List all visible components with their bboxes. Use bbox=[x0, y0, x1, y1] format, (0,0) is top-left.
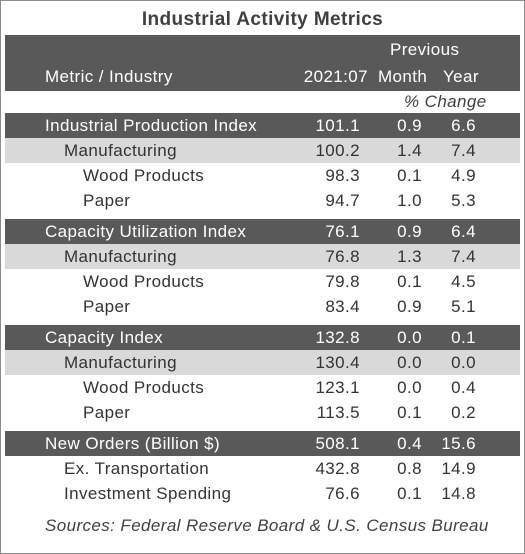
row-value: 100.2 bbox=[315, 141, 360, 160]
header-year: Year bbox=[443, 67, 479, 86]
source: Sources: Federal Reserve Board & U.S. Ce… bbox=[45, 516, 489, 535]
row-label: Paper bbox=[83, 297, 131, 316]
table-row: Wood Products 98.3 0.1 4.9 bbox=[5, 163, 520, 188]
row-value: 79.8 bbox=[325, 272, 360, 291]
row-value: 14.9 bbox=[441, 459, 476, 478]
change-label: % Change bbox=[404, 92, 487, 111]
row-value: 0.1 bbox=[397, 166, 422, 185]
row-value: 0.0 bbox=[397, 328, 422, 347]
table-row: Ex. Transportation 432.8 0.8 14.9 bbox=[5, 456, 520, 481]
table-row: Manufacturing 100.2 1.4 7.4 bbox=[5, 138, 520, 163]
row-value: 4.5 bbox=[451, 272, 476, 291]
table-row: Industrial Production Index 101.1 0.9 6.6 bbox=[5, 113, 520, 138]
row-label: Wood Products bbox=[83, 378, 205, 397]
row-value: 0.0 bbox=[397, 353, 422, 372]
table-row: Paper 83.4 0.9 5.1 bbox=[5, 294, 520, 319]
row-value: 6.6 bbox=[451, 116, 476, 135]
row-value: 0.9 bbox=[397, 222, 422, 241]
row-value: 0.1 bbox=[397, 403, 422, 422]
row-label: Wood Products bbox=[83, 272, 205, 291]
row-value: 76.1 bbox=[325, 222, 360, 241]
row-label: Paper bbox=[83, 191, 131, 210]
row-value: 76.6 bbox=[325, 484, 360, 503]
header-label: Metric / Industry bbox=[45, 67, 173, 86]
table-row: Capacity Index 132.8 0.0 0.1 bbox=[5, 325, 520, 350]
row-value: 94.7 bbox=[325, 191, 360, 210]
row-label: Manufacturing bbox=[64, 353, 177, 372]
row-label: Paper bbox=[83, 403, 131, 422]
row-value: 4.9 bbox=[451, 166, 476, 185]
row-value: 5.3 bbox=[451, 191, 476, 210]
row-value: 0.1 bbox=[451, 328, 476, 347]
row-value: 76.8 bbox=[325, 247, 360, 266]
table-row: Capacity Utilization Index 76.1 0.9 6.4 bbox=[5, 219, 520, 244]
row-label: Ex. Transportation bbox=[64, 459, 210, 478]
table-row: New Orders (Billion $) 508.1 0.4 15.6 bbox=[5, 431, 520, 456]
row-value: 98.3 bbox=[325, 166, 360, 185]
header-current: 2021:07 bbox=[303, 67, 368, 86]
row-value: 5.1 bbox=[451, 297, 476, 316]
row-label: New Orders (Billion $) bbox=[45, 434, 221, 453]
row-value: 123.1 bbox=[315, 378, 360, 397]
table-row: Investment Spending 76.6 0.1 14.8 bbox=[5, 481, 520, 506]
title: Industrial Activity Metrics bbox=[141, 9, 384, 30]
row-value: 0.8 bbox=[397, 459, 422, 478]
row-label: Wood Products bbox=[83, 166, 205, 185]
table-row: Manufacturing 130.4 0.0 0.0 bbox=[5, 350, 520, 375]
row-value: 508.1 bbox=[315, 434, 360, 453]
row-value: 0.2 bbox=[451, 403, 476, 422]
row-label: Industrial Production Index bbox=[45, 116, 258, 135]
header-band: Previous Metric / Industry 2021:07 Month… bbox=[5, 35, 520, 91]
row-value: 101.1 bbox=[315, 116, 360, 135]
table-row: Paper 113.5 0.1 0.2 bbox=[5, 400, 520, 425]
row-value: 1.3 bbox=[397, 247, 422, 266]
row-value: 432.8 bbox=[315, 459, 360, 478]
row-label: Manufacturing bbox=[64, 141, 177, 160]
row-label: Investment Spending bbox=[64, 484, 232, 503]
header-month: Month bbox=[378, 67, 428, 86]
row-value: 0.4 bbox=[451, 378, 476, 397]
row-value: 0.0 bbox=[397, 378, 422, 397]
row-value: 0.9 bbox=[397, 116, 422, 135]
row-value: 6.4 bbox=[451, 222, 476, 241]
row-value: 0.0 bbox=[451, 353, 476, 372]
row-value: 0.1 bbox=[397, 272, 422, 291]
row-value: 1.4 bbox=[397, 141, 422, 160]
row-value: 15.6 bbox=[441, 434, 476, 453]
row-value: 113.5 bbox=[316, 403, 360, 422]
row-value: 14.8 bbox=[441, 484, 476, 503]
row-label: Capacity Utilization Index bbox=[45, 222, 247, 241]
row-value: 1.0 bbox=[397, 191, 422, 210]
table-row: Paper 94.7 1.0 5.3 bbox=[5, 188, 520, 213]
row-value: 0.4 bbox=[397, 434, 422, 453]
row-value: 130.4 bbox=[315, 353, 360, 372]
table-row: Wood Products 79.8 0.1 4.5 bbox=[5, 269, 520, 294]
row-label: Manufacturing bbox=[64, 247, 177, 266]
row-value: 132.8 bbox=[315, 328, 360, 347]
row-value: 0.9 bbox=[397, 297, 422, 316]
row-value: 83.4 bbox=[325, 297, 360, 316]
table-row: Wood Products 123.1 0.0 0.4 bbox=[5, 375, 520, 400]
row-label: Capacity Index bbox=[45, 328, 164, 347]
header-previous: Previous bbox=[390, 40, 460, 59]
row-value: 0.1 bbox=[397, 484, 422, 503]
row-value: 7.4 bbox=[451, 247, 476, 266]
row-value: 7.4 bbox=[451, 141, 476, 160]
table-row: Manufacturing 76.8 1.3 7.4 bbox=[5, 244, 520, 269]
